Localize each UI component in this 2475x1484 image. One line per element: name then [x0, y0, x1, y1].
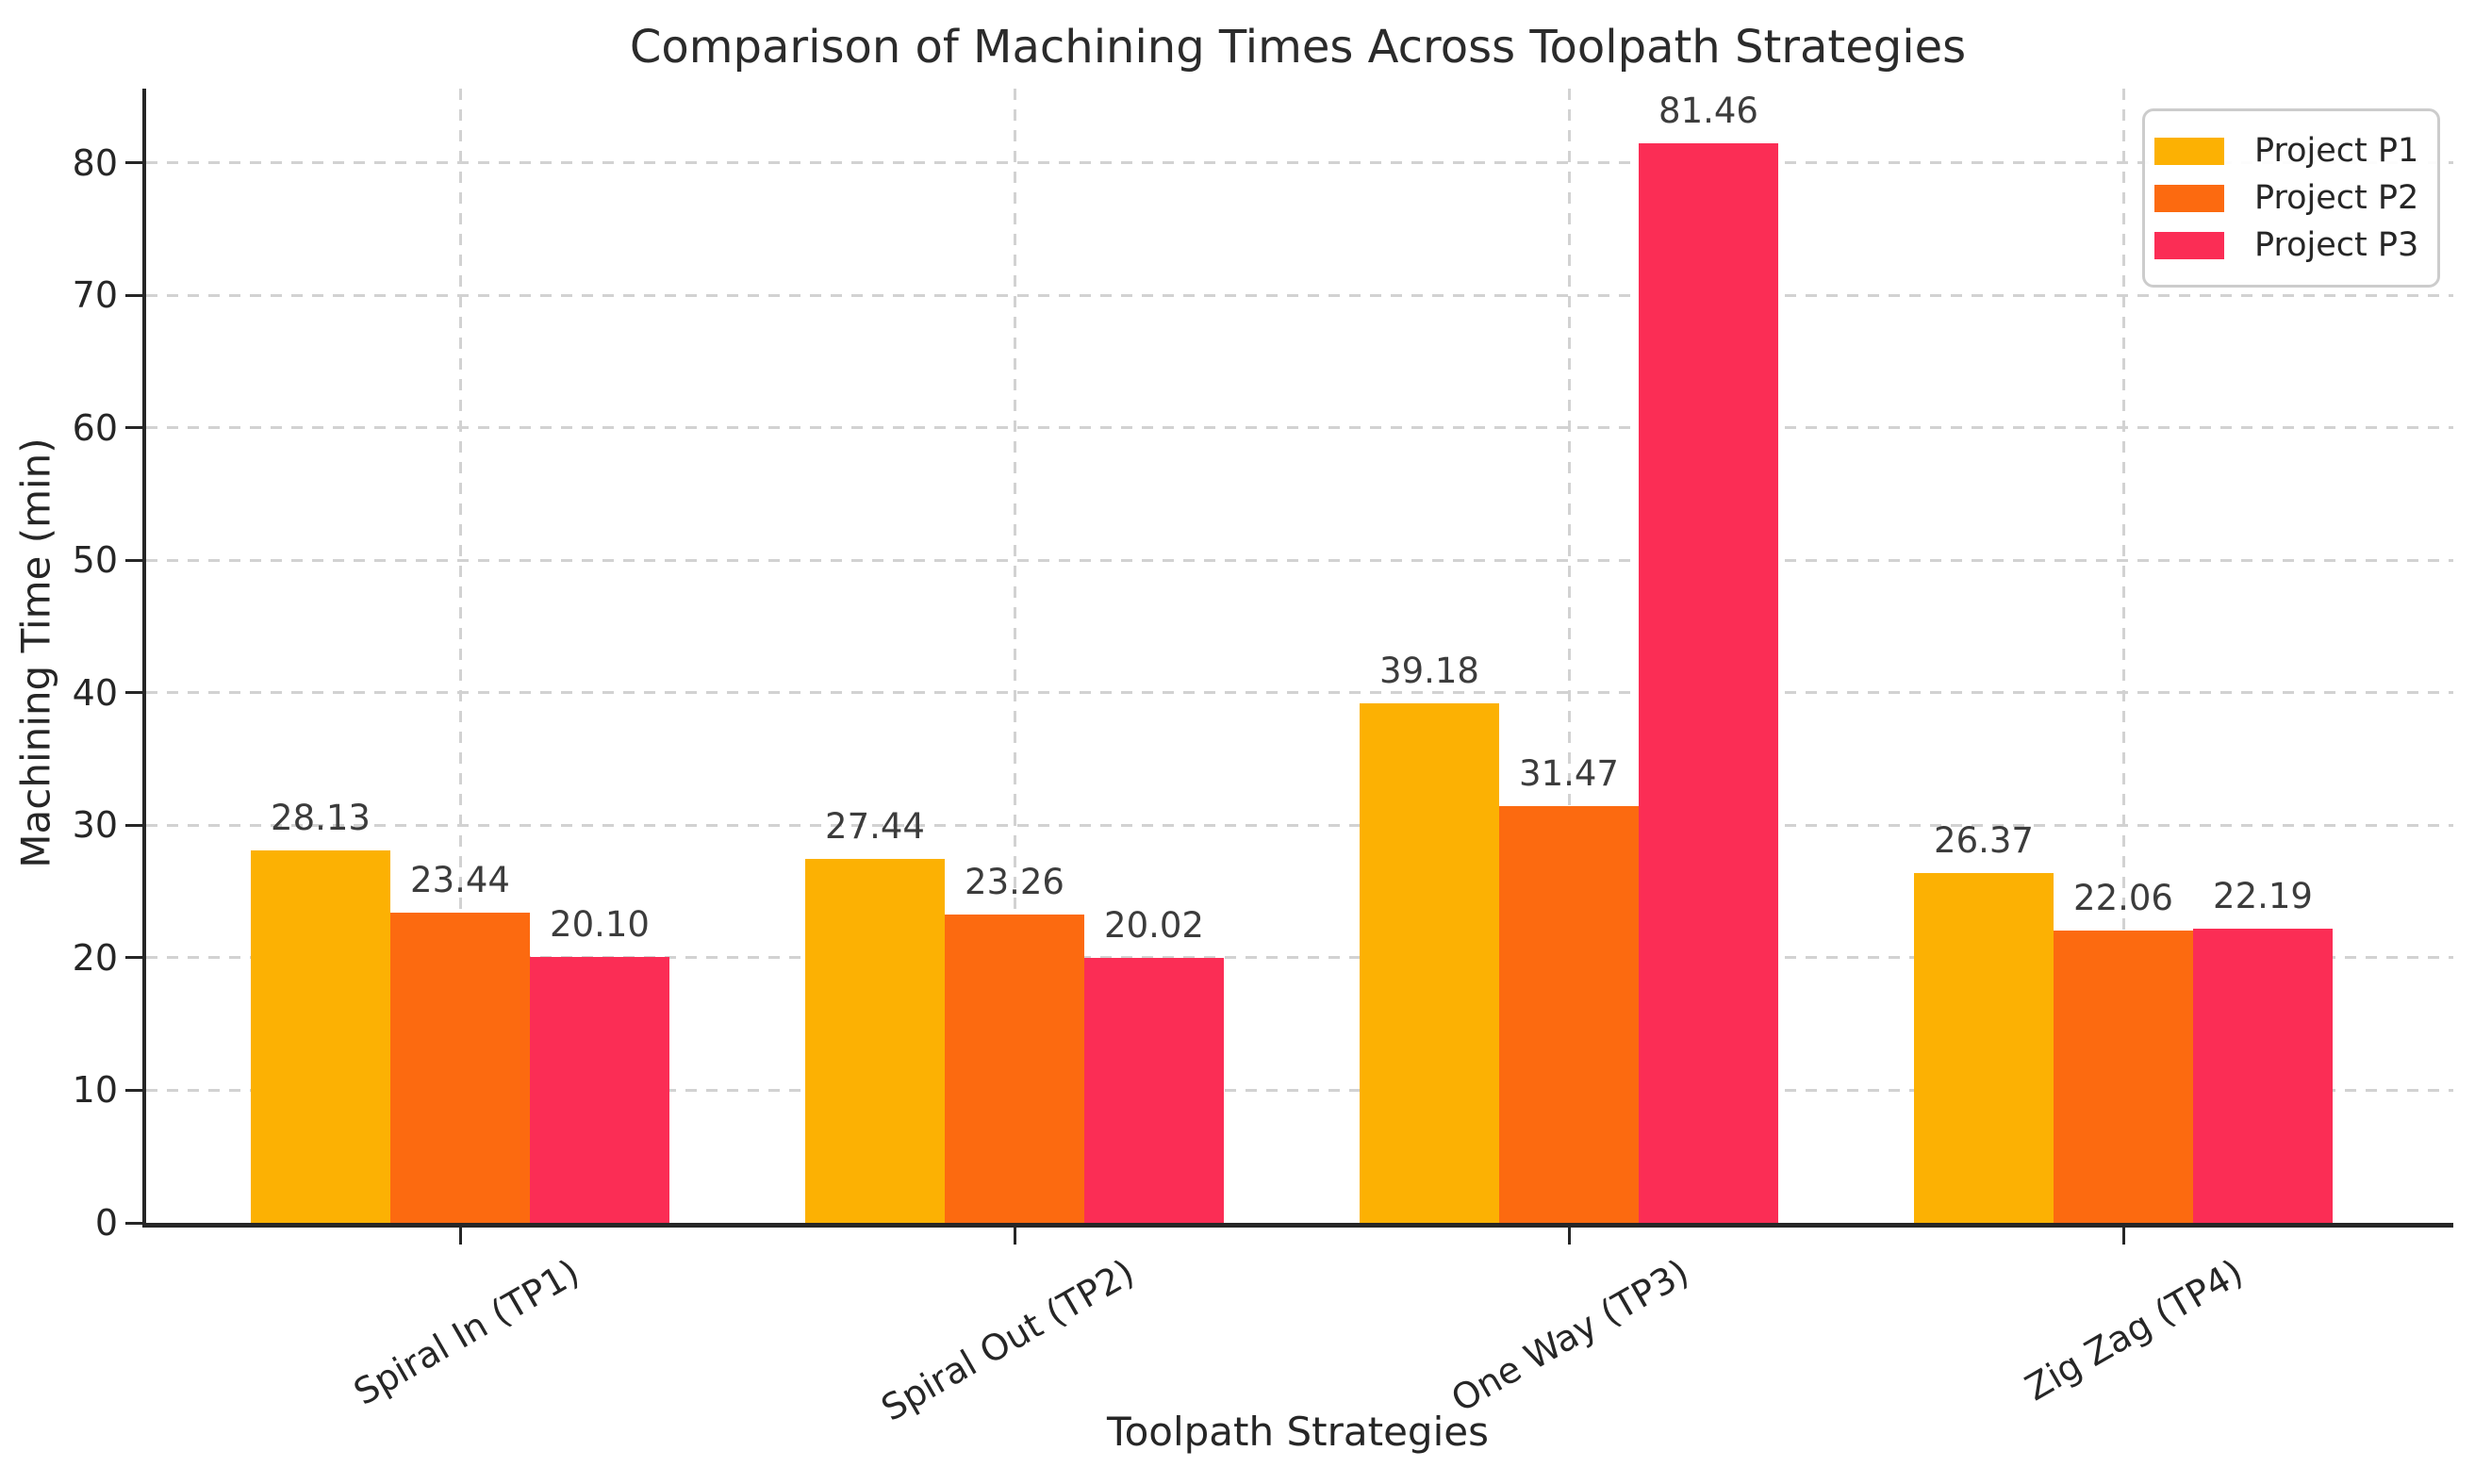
x-tick-label: One Way (TP3) — [1444, 1251, 1695, 1421]
y-tick-label: 0 — [94, 1202, 118, 1244]
bar — [390, 912, 530, 1223]
bar — [251, 849, 390, 1223]
y-tick — [125, 293, 142, 297]
y-tick — [125, 1221, 142, 1225]
legend-label: Project P1 — [2254, 132, 2419, 170]
legend-label: Project P3 — [2254, 226, 2419, 264]
gridline-vertical — [2121, 89, 2125, 1223]
x-tick — [1013, 1228, 1016, 1245]
y-tick — [125, 956, 142, 960]
bar-value-label: 39.18 — [1379, 651, 1479, 692]
y-tick-label: 50 — [72, 539, 118, 582]
y-tick — [125, 823, 142, 827]
y-tick-label: 70 — [72, 274, 118, 317]
gridline-horizontal — [146, 426, 2453, 430]
x-tick-label: Spiral Out (TP2) — [874, 1251, 1141, 1429]
bar-value-label: 22.06 — [2073, 877, 2173, 918]
plot-area: 28.13 27.44 39.18 26.37 23.44 23.26 31.47 22.06… — [142, 89, 2453, 1228]
bar-value-label: 20.10 — [550, 903, 650, 945]
gridline-horizontal — [146, 293, 2453, 297]
bar — [1914, 873, 2054, 1223]
gridline-horizontal — [146, 956, 2453, 960]
gridline-vertical — [1013, 89, 1016, 1223]
bar — [1499, 805, 1639, 1223]
legend-item: Project P2 — [2154, 179, 2420, 217]
x-axis-label: Toolpath Strategies — [1107, 1409, 1489, 1455]
bar-value-label: 23.26 — [965, 862, 1064, 903]
bar-value-label: 26.37 — [1934, 820, 2034, 862]
legend-item: Project P1 — [2154, 132, 2420, 170]
bar — [1360, 703, 1499, 1223]
x-tick — [2121, 1228, 2125, 1245]
gridline-horizontal — [146, 1088, 2453, 1092]
y-tick — [125, 558, 142, 562]
y-tick — [125, 691, 142, 695]
bar-value-label: 20.02 — [1104, 904, 1204, 946]
bar-value-label: 28.13 — [271, 797, 371, 838]
y-tick — [125, 1088, 142, 1092]
y-tick — [125, 161, 142, 165]
bar — [2054, 930, 2193, 1223]
bar — [805, 859, 945, 1223]
bar-value-label: 27.44 — [825, 806, 925, 848]
bar — [1084, 957, 1224, 1223]
gridline-horizontal — [146, 161, 2453, 165]
chart-title: Comparison of Machining Times Across Too… — [629, 21, 1967, 74]
y-tick-label: 10 — [72, 1069, 118, 1112]
x-tick — [1567, 1228, 1571, 1245]
bar-value-label: 22.19 — [2213, 876, 2313, 917]
plot-inner: 28.13 27.44 39.18 26.37 23.44 23.26 31.47 22.06… — [146, 89, 2453, 1223]
y-tick-label: 40 — [72, 671, 118, 714]
bar — [2193, 929, 2333, 1223]
gridline-horizontal — [146, 691, 2453, 695]
bar — [1639, 143, 1778, 1223]
x-tick — [458, 1228, 462, 1245]
y-tick-label: 30 — [72, 804, 118, 847]
bar — [530, 956, 669, 1223]
legend-swatch — [2154, 184, 2224, 212]
y-axis-label: Machining Time (min) — [12, 437, 59, 868]
y-tick-label: 80 — [72, 141, 118, 184]
x-tick-label: Zig Zag (TP4) — [2018, 1251, 2250, 1410]
gridline-vertical — [458, 89, 462, 1223]
legend: Project P1 Project P2 Project P3 — [2142, 108, 2440, 288]
y-tick-label: 20 — [72, 936, 118, 979]
bar — [945, 915, 1084, 1223]
y-tick — [125, 426, 142, 430]
legend-swatch — [2154, 137, 2224, 165]
gridline-vertical — [1567, 89, 1571, 1223]
y-tick-label: 60 — [72, 406, 118, 449]
legend-swatch — [2154, 231, 2224, 259]
gridline-horizontal — [146, 558, 2453, 562]
legend-label: Project P2 — [2254, 179, 2419, 217]
x-tick-label: Spiral In (TP1) — [347, 1251, 586, 1413]
legend-item: Project P3 — [2154, 226, 2420, 264]
bar-value-label: 81.46 — [1658, 91, 1758, 132]
gridline-horizontal — [146, 823, 2453, 827]
bar-value-label: 31.47 — [1519, 752, 1619, 794]
bar-value-label: 23.44 — [410, 859, 510, 900]
